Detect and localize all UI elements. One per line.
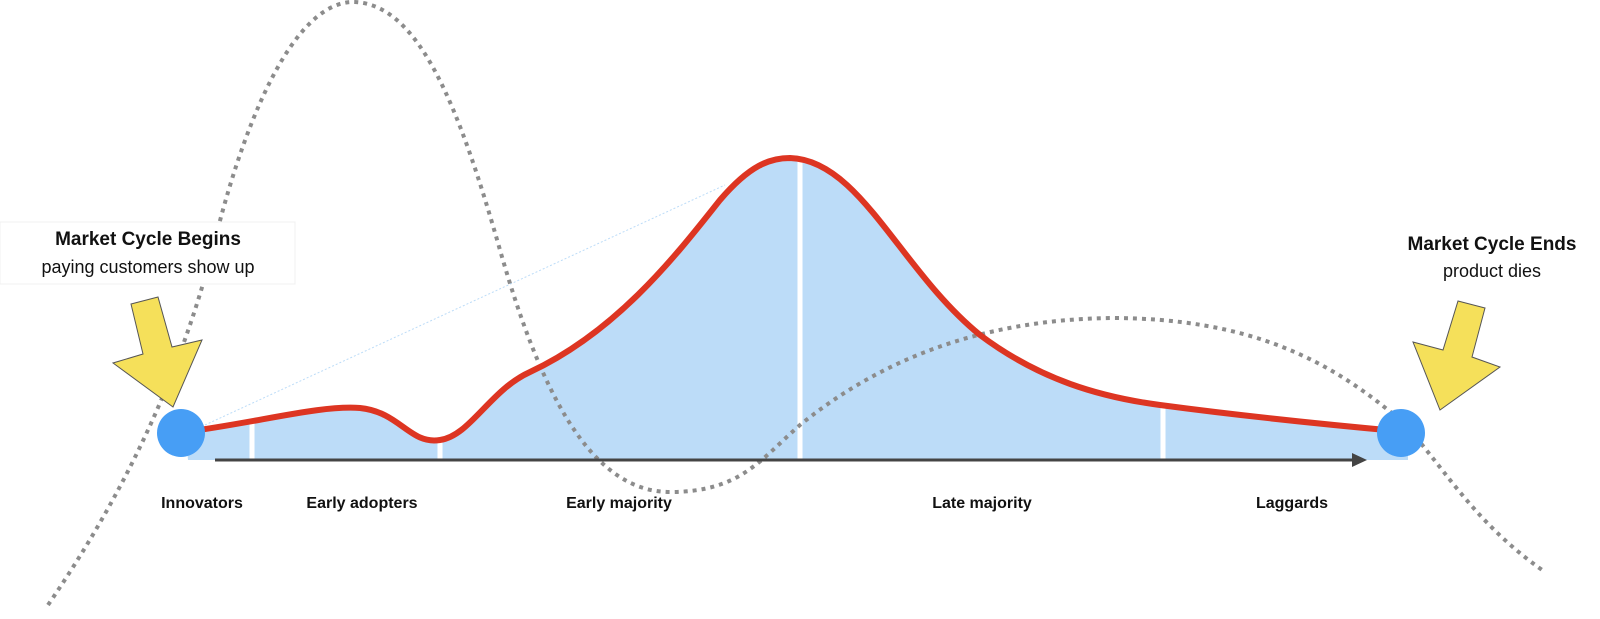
start-arrow-icon [111,296,203,408]
end-marker [1377,409,1425,457]
dotted-market-curve [46,0,1547,607]
start-marker [157,409,205,457]
end-arrow-icon [1412,300,1502,411]
segment-dividers [249,160,1166,460]
segment-label-innovators: Innovators [161,495,243,512]
end-title: Market Cycle Ends [1408,234,1577,255]
start-title: Market Cycle Begins [55,229,241,250]
segment-label-late-majority: Late majority [932,495,1032,512]
segment-label-early-adopters: Early adopters [306,495,417,512]
segment-label-early-majority: Early majority [566,495,672,512]
start-subtitle: paying customers show up [41,257,254,277]
start-label-box [0,221,296,285]
segment-label-laggards: Laggards [1256,495,1328,512]
adoption-area [185,158,1408,460]
axis-arrowhead-icon [1352,453,1367,467]
adoption-curve [182,154,1411,444]
end-subtitle: product dies [1443,261,1541,281]
faint-guide-line [204,184,726,426]
